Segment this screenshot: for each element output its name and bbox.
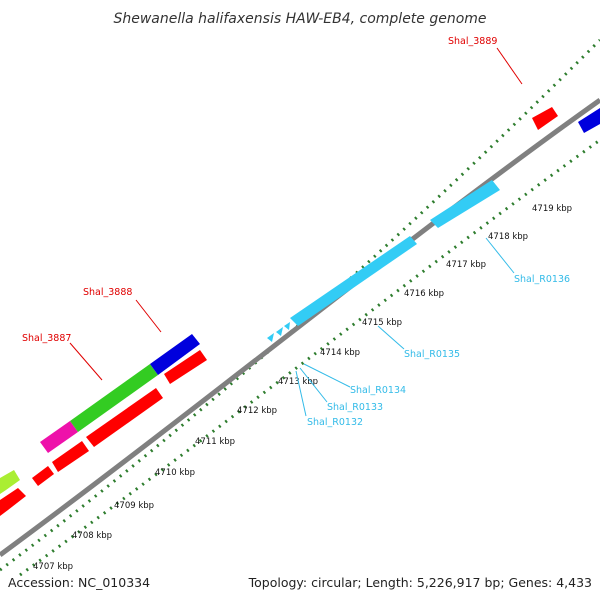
- kbp-label: 4715 kbp: [362, 318, 402, 328]
- gene-red-e: [164, 350, 207, 384]
- leader-line-R0134: [303, 363, 351, 388]
- gene-red-b: [32, 466, 54, 486]
- gene-label-shal-R0135: Shal_R0135: [404, 349, 460, 360]
- kbp-label: 4718 kbp: [488, 232, 528, 242]
- gene-cyan-R0132: [267, 333, 274, 342]
- kbp-label: 4709 kbp: [114, 501, 154, 511]
- gene-magenta: [40, 421, 78, 453]
- gene-cyan-R0134: [284, 322, 290, 330]
- kbp-label: 4716 kbp: [404, 289, 444, 299]
- kbp-label: 4711 kbp: [195, 437, 235, 447]
- leader-line-3887: [69, 342, 103, 381]
- gene-green: [70, 364, 158, 432]
- gene-label-shal-3888: Shal_3888: [83, 287, 132, 298]
- gene-label-shal-R0136: Shal_R0136: [514, 274, 570, 285]
- kbp-label: 4717 kbp: [446, 260, 486, 270]
- gene-label-shal-3889: Shal_3889: [448, 36, 497, 47]
- kbp-label: 4710 kbp: [155, 468, 195, 478]
- kbp-label: 4712 kbp: [237, 406, 277, 416]
- gene-labels: Shal_3887 Shal_3888 Shal_3889 Shal_R0132…: [22, 36, 570, 428]
- gene-blue-3888: [150, 334, 200, 375]
- gene-label-shal-3887: Shal_3887: [22, 333, 71, 344]
- gene-label-shal-R0133: Shal_R0133: [327, 402, 383, 413]
- gene-label-shal-R0132: Shal_R0132: [307, 417, 363, 428]
- gene-cyan-R0135: [290, 236, 417, 326]
- leader-line-R0135: [377, 325, 405, 350]
- kbp-label: 4719 kbp: [532, 204, 572, 214]
- reverse-strand-genes: [0, 322, 290, 516]
- gene-cyan-R0133: [276, 327, 283, 336]
- leader-line-R0133: [299, 367, 328, 403]
- gene-lime: [0, 470, 20, 494]
- gene-cyan-R0136: [430, 180, 500, 228]
- leader-line-R0136: [485, 237, 515, 274]
- leader-line-3888: [135, 299, 162, 333]
- gene-red-d: [86, 388, 163, 447]
- map-title: Shewanella halifaxensis HAW-EB4, complet…: [113, 11, 486, 27]
- gene-blue-right: [578, 108, 600, 133]
- accession-label: Accession: NC_010334: [8, 575, 150, 590]
- tick-track-outer: [0, 38, 600, 572]
- genome-backbone: [0, 97, 600, 558]
- gene-red-3889: [532, 107, 558, 130]
- gene-label-shal-R0134: Shal_R0134: [350, 385, 406, 396]
- kbp-label: 4707 kbp: [33, 562, 73, 572]
- gene-red-a: [0, 488, 26, 516]
- leader-line-3889: [496, 47, 523, 85]
- kbp-label: 4714 kbp: [320, 348, 360, 358]
- kbp-labels: 4707 kbp 4708 kbp 4709 kbp 4710 kbp 4711…: [33, 204, 572, 572]
- genome-summary: Topology: circular; Length: 5,226,917 bp…: [248, 575, 592, 590]
- gene-red-c: [52, 441, 89, 472]
- leader-line-R0132: [295, 370, 307, 417]
- forward-strand-genes: [0, 107, 600, 494]
- kbp-label: 4708 kbp: [72, 531, 112, 541]
- tick-track-inner: [19, 138, 600, 577]
